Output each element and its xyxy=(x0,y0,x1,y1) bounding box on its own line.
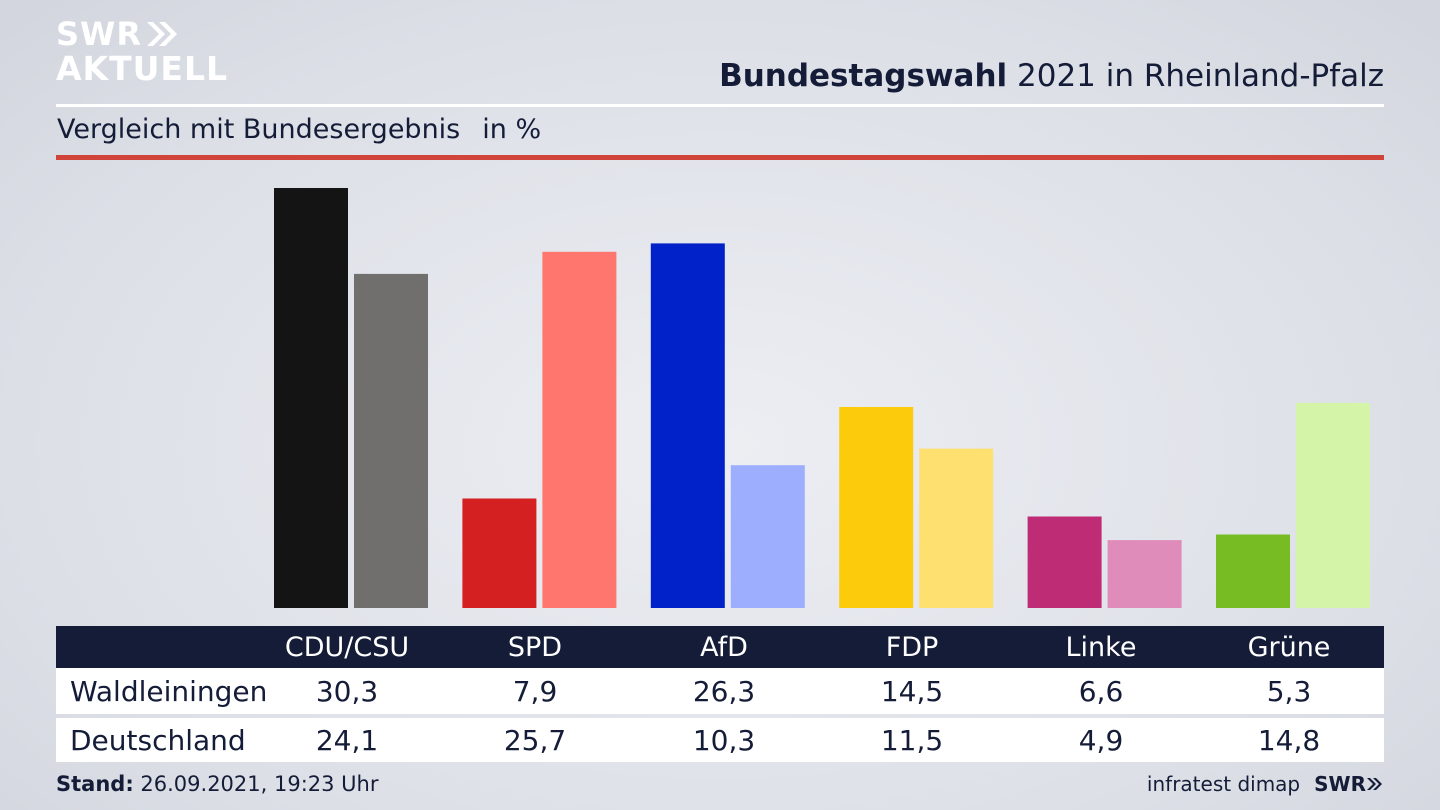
timestamp: Stand: 26.09.2021, 19:23 Uhr xyxy=(56,772,379,796)
bar-fdp-waldleiningen xyxy=(839,407,914,608)
logo-text-aktuell: AKTUELL xyxy=(56,49,229,88)
value-cell: 11,5 xyxy=(880,723,944,757)
value-cell: 30,3 xyxy=(315,674,379,708)
source-text: infratest dimap xyxy=(1146,772,1301,796)
accent-divider xyxy=(56,155,1384,160)
table-header-row: CDU/CSU SPD AfD FDP Linke Grüne xyxy=(56,626,1384,668)
double-chevron-icon xyxy=(146,22,177,46)
bar-cdu-csu-waldleiningen xyxy=(274,188,348,608)
header-fdp: FDP xyxy=(885,631,939,663)
bar-spd-waldleiningen xyxy=(462,498,537,608)
subtitle-text: Vergleich mit Bundesergebnis xyxy=(57,114,461,145)
results-table: CDU/CSU SPD AfD FDP Linke Grüne Waldlein… xyxy=(56,626,1384,762)
chart-title: Bundestagswahl 2021 in Rheinland-Pfalz xyxy=(719,58,1384,94)
bar-gr-ne-waldleiningen xyxy=(1216,534,1290,608)
bar-spd-deutschland xyxy=(542,251,617,609)
subtitle-unit: in % xyxy=(482,114,542,145)
swr-aktuell-logo: SWR AKTUELL xyxy=(56,18,228,85)
title-bold: Bundestagswahl xyxy=(719,58,1008,94)
value-cell: 14,8 xyxy=(1257,723,1321,757)
header-afd: AfD xyxy=(700,631,748,663)
table-row-waldleiningen: Waldleiningen 30,3 7,9 26,3 14,5 6,6 5,3 xyxy=(56,668,1384,714)
stand-label: Stand: xyxy=(56,772,134,796)
swr-footer-logo: SWR xyxy=(1314,772,1384,796)
header-cdu-csu: CDU/CSU xyxy=(284,631,410,663)
bar-chart xyxy=(274,188,1370,609)
double-chevron-icon xyxy=(1367,778,1382,790)
bar-linke-deutschland xyxy=(1107,540,1182,608)
value-cell: 24,1 xyxy=(315,723,379,757)
value-cell: 7,9 xyxy=(512,674,558,708)
value-cell: 4,9 xyxy=(1078,723,1124,757)
bar-gr-ne-deutschland xyxy=(1296,402,1370,608)
title-rest: 2021 in Rheinland-Pfalz xyxy=(1007,58,1384,94)
header-gruene: Grüne xyxy=(1247,631,1331,663)
chart-subtitle: Vergleich mit Bundesergebnis in % xyxy=(57,114,541,145)
source-credit: infratest dimap SWR xyxy=(1147,772,1384,796)
bar-linke-waldleiningen xyxy=(1027,516,1102,608)
swr-footer-text: SWR xyxy=(1314,772,1366,796)
header-divider xyxy=(56,104,1384,107)
header-spd: SPD xyxy=(507,631,563,663)
bar-fdp-deutschland xyxy=(919,448,994,608)
stand-value: 26.09.2021, 19:23 Uhr xyxy=(133,772,379,796)
logo-text-swr: SWR xyxy=(56,15,142,53)
value-cell: 6,6 xyxy=(1078,674,1124,708)
value-cell: 14,5 xyxy=(880,674,944,708)
value-cell: 5,3 xyxy=(1266,674,1312,708)
value-cell: 26,3 xyxy=(692,674,756,708)
row-label-deutschland: Deutschland xyxy=(70,723,246,757)
table-row-deutschland: Deutschland 24,1 25,7 10,3 11,5 4,9 14,8 xyxy=(56,718,1384,762)
bar-afd-deutschland xyxy=(730,465,805,608)
row-label-waldleiningen: Waldleiningen xyxy=(70,674,268,708)
value-cell: 25,7 xyxy=(503,723,567,757)
value-cell: 10,3 xyxy=(692,723,756,757)
bar-cdu-csu-deutschland xyxy=(354,273,428,608)
header-linke: Linke xyxy=(1065,631,1137,663)
bar-afd-waldleiningen xyxy=(650,243,725,608)
